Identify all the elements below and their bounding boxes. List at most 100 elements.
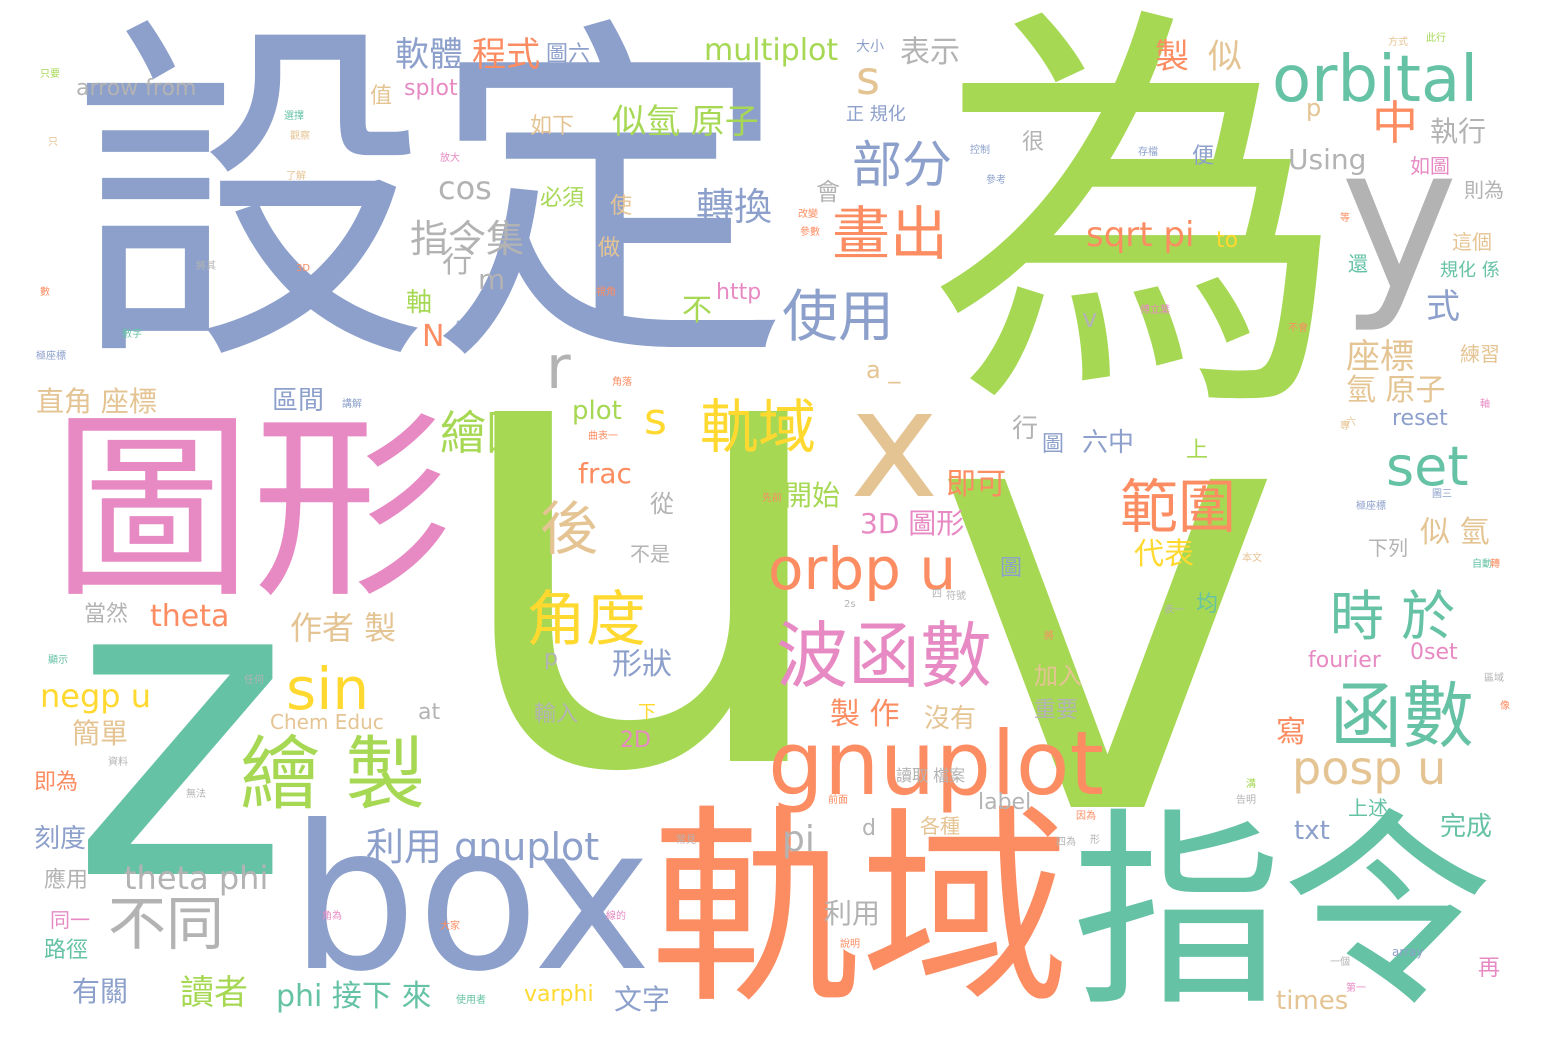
word: 因為 (1076, 811, 1096, 822)
word: 角為 (322, 911, 342, 922)
word: 軌域 (650, 787, 1071, 1032)
word: frac (578, 457, 632, 490)
word: 製 (1155, 37, 1189, 77)
word: 大小 (856, 39, 884, 55)
word: Chem Educ (270, 710, 384, 734)
word: 存檔 (1138, 147, 1158, 158)
word: 畫出 (832, 200, 949, 268)
word: 只 (48, 137, 58, 148)
word: 溝 (1246, 779, 1256, 790)
word: theta phi (124, 859, 269, 897)
word: 參考 (986, 175, 1006, 186)
word: 極座標 (36, 351, 66, 362)
word: 說明 (840, 939, 860, 950)
word: 規化 係 (1440, 260, 1500, 281)
word: 2s (844, 599, 856, 610)
word: 觀察 (290, 131, 310, 142)
word: negp u (40, 677, 152, 715)
word: 完成 (1440, 812, 1493, 842)
word: times (1276, 986, 1349, 1016)
word: 圖 (1000, 556, 1023, 581)
word: splot (404, 76, 458, 101)
word: 同一 (50, 908, 90, 932)
word: r (546, 333, 571, 403)
word: 做 (598, 236, 621, 261)
word: s (856, 51, 880, 105)
word: 像 (1500, 701, 1510, 712)
word: http (716, 280, 762, 305)
word: 刻度 (34, 824, 87, 854)
word: orbp u (768, 535, 957, 603)
word: 中 (1372, 96, 1418, 150)
word: 前面 (828, 795, 848, 806)
word: 0set (1410, 640, 1458, 665)
word: 必須 (540, 186, 585, 211)
word: m (478, 263, 506, 296)
word: reset (1392, 406, 1448, 431)
word: 為 (928, 0, 1348, 464)
word: 任何 (244, 675, 264, 686)
word: 練習 (1460, 342, 1500, 366)
word: 使用 (782, 285, 894, 350)
word: 改變 (798, 209, 818, 220)
word: y (1340, 103, 1459, 336)
word: 加入 (1034, 662, 1082, 690)
word: 常見 (676, 835, 696, 846)
word: 形 (1090, 835, 1100, 846)
word: 選擇 (284, 111, 304, 122)
word: varphi (524, 982, 594, 1007)
word: 即為 (34, 770, 79, 795)
word: 3D (296, 263, 311, 274)
word: 正 規化 (846, 104, 906, 125)
word: 座標 (1346, 337, 1414, 377)
word: at (418, 700, 441, 725)
word: N (422, 319, 445, 354)
word: 不 (682, 293, 712, 328)
word: 只要 (40, 69, 60, 80)
word: 便 (1192, 144, 1215, 169)
word: 文字 (614, 983, 671, 1016)
word: 有關 (72, 975, 129, 1008)
word: 式 (1426, 287, 1460, 327)
word: 代表 (1134, 537, 1194, 572)
word: 行 (1012, 414, 1039, 444)
word: gnuplot (768, 712, 1105, 815)
word: 軌域 (700, 393, 817, 461)
word: array (1392, 945, 1424, 959)
word: 很 (1022, 130, 1045, 155)
word: 曲表一 (588, 431, 618, 442)
word: v (930, 250, 1286, 949)
word: a _ (866, 356, 901, 384)
word: 行 (442, 245, 472, 280)
word: 再 (1478, 956, 1501, 981)
word: 製 作 (830, 697, 900, 732)
word: 圖三 (1432, 489, 1452, 500)
word: 此行 (1426, 33, 1446, 44)
word: p (1306, 94, 1322, 122)
word: 設定 (70, 0, 790, 409)
word: 似氫 原子 (612, 102, 759, 142)
word: 大家 (440, 921, 460, 932)
word: 上 (1186, 438, 1209, 463)
word: cos (438, 169, 492, 207)
word: 還 (1348, 252, 1368, 276)
word: 值 (370, 84, 393, 109)
word: 四為 (1056, 837, 1076, 848)
word: 軸 (406, 288, 433, 318)
word: 指令集 (410, 217, 525, 261)
word: 時 於 (1330, 585, 1456, 648)
word: 本文 (1242, 553, 1262, 564)
word: 極座標 (1356, 501, 1386, 512)
word: label (978, 790, 1032, 815)
word: 四 (932, 589, 942, 600)
word: phi 接下 來 (276, 979, 432, 1014)
word: 均 (1196, 592, 1219, 617)
word: box (290, 783, 652, 1016)
word: 繪 製 (240, 728, 426, 821)
word: 符號 (946, 591, 966, 602)
word: 讀者 (180, 973, 248, 1013)
word: 線的 (606, 911, 626, 922)
word: 範圍 (1120, 473, 1237, 541)
word: 六 (1346, 417, 1356, 428)
word: 轉 (1490, 559, 1500, 570)
